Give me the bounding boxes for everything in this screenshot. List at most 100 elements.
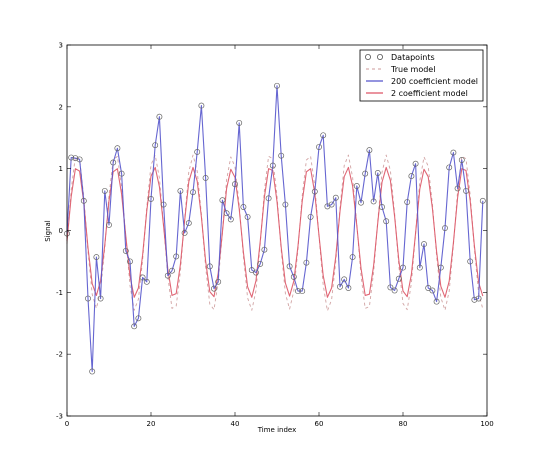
- datapoint-marker: [244, 213, 251, 220]
- datapoint-marker: [68, 154, 75, 161]
- datapoint-marker: [391, 287, 398, 294]
- datapoint-marker: [97, 295, 104, 302]
- datapoint-marker: [240, 204, 247, 210]
- datapoint-marker: [169, 267, 175, 274]
- datapoint-marker: [72, 155, 79, 162]
- datapoint-marker: [135, 315, 142, 322]
- legend-item-true-model: True model: [366, 65, 435, 74]
- datapoint-marker: [454, 185, 461, 192]
- datapoint-marker: [358, 199, 364, 206]
- datapoint-marker: [471, 296, 478, 303]
- y-tick-label: -1: [56, 289, 63, 297]
- datapoint-marker: [143, 278, 150, 285]
- datapoint-marker: [437, 264, 444, 271]
- datapoint-marker: [349, 254, 356, 261]
- y-tick-label: 1: [59, 165, 63, 173]
- datapoint-marker: [282, 201, 289, 208]
- datapoint-marker: [156, 113, 163, 120]
- datapoint-marker: [127, 258, 133, 265]
- datapoint-marker: [265, 195, 272, 202]
- datapoint-marker: [160, 201, 167, 208]
- x-tick-label: 100: [480, 420, 493, 428]
- datapoint-marker: [93, 254, 100, 261]
- datapoint-marker: [290, 273, 297, 280]
- datapoint-marker: [114, 145, 121, 152]
- datapoint-marker: [164, 272, 171, 279]
- datapoint-marker: [118, 170, 125, 177]
- datapoint-marker: [106, 221, 112, 228]
- datapoint-marker: [299, 288, 306, 295]
- datapoint-marker: [286, 263, 293, 270]
- datapoint-marker: [227, 216, 234, 223]
- legend-item-200-coefficient-model: 200 coefficient model: [366, 77, 478, 86]
- legend-label-2-coefficient-model: 2 coefficient model: [391, 89, 468, 98]
- datapoint-marker: [362, 170, 369, 177]
- datapoint-marker: [408, 173, 415, 180]
- datapoint-marker: [303, 259, 310, 266]
- datapoint-marker: [122, 247, 129, 254]
- datapoint-marker: [332, 194, 339, 201]
- datapoint-marker: [412, 160, 419, 167]
- datapoint-marker: [131, 323, 138, 330]
- datapoint-marker: [89, 368, 96, 375]
- datapoint-marker: [278, 152, 285, 159]
- datapoint-marker: [450, 149, 457, 156]
- plot-area: [67, 45, 487, 416]
- y-axis-label: Signal: [44, 220, 52, 242]
- datapoint-marker: [395, 275, 402, 282]
- datapoint-marker: [370, 198, 377, 205]
- datapoint-marker: [85, 295, 91, 302]
- datapoint-marker: [261, 246, 268, 253]
- x-tick-label: 20: [147, 420, 156, 428]
- datapoint-marker: [307, 213, 314, 220]
- datapoint-marker: [198, 102, 205, 109]
- y-axis-ticks: -3 -2 -1 0 1 2 3: [56, 42, 487, 421]
- datapoint-marker: [257, 260, 264, 267]
- datapoint-marker: [479, 197, 486, 204]
- datapoint-marker: [148, 196, 154, 202]
- datapoint-marker: [458, 157, 465, 163]
- legend-label-true-model: True model: [390, 65, 435, 74]
- datapoint-marker: [295, 288, 301, 295]
- legend: Datapoints True model 200 coefficient mo…: [359, 49, 484, 102]
- datapoint-marker: [269, 162, 276, 169]
- datapoint-marker: [374, 170, 381, 176]
- datapoint-marker: [379, 204, 385, 210]
- datapoint-marker: [139, 274, 146, 281]
- datapoint-marker: [341, 276, 348, 283]
- datapoint-marker: [442, 225, 448, 231]
- datapoint-marker: [190, 189, 196, 196]
- datapoint-marker: [223, 210, 230, 217]
- x-tick-label: 0: [65, 420, 69, 428]
- datapoint-marker: [211, 285, 217, 292]
- x-tick-label: 80: [399, 420, 408, 428]
- datapoint-marker: [311, 188, 318, 195]
- x-tick-label: 40: [231, 420, 240, 428]
- datapoint-marker: [404, 199, 411, 206]
- datapoint-marker: [425, 285, 432, 291]
- datapoint-marker: [345, 285, 352, 291]
- datapoint-marker: [467, 258, 474, 265]
- legend-item-datapoints: Datapoints: [364, 53, 435, 62]
- datapoint-marker: [475, 295, 482, 302]
- datapoint-marker: [387, 284, 394, 291]
- datapoint-marker: [215, 278, 222, 285]
- y-tick-label: -2: [56, 351, 63, 359]
- datapoint-marker: [433, 298, 440, 305]
- x-axis-label: Time index: [257, 426, 297, 434]
- datapoint-marker: [353, 183, 360, 189]
- datapoint-marker: [366, 147, 373, 154]
- datapoint-marker: [400, 264, 406, 271]
- datapoint-marker: [236, 119, 243, 126]
- datapoint-marker: [206, 263, 213, 270]
- datapoint-marker: [194, 149, 201, 155]
- y-tick-label: 3: [59, 42, 63, 50]
- y-tick-label: -3: [56, 413, 63, 421]
- datapoint-marker: [219, 197, 226, 204]
- datapoint-marker: [181, 230, 188, 236]
- series-line-200-coefficient-model: [66, 85, 484, 373]
- datapoint-marker: [328, 201, 335, 208]
- series-line-true-model: [66, 154, 484, 312]
- x-tick-label: 60: [315, 420, 324, 428]
